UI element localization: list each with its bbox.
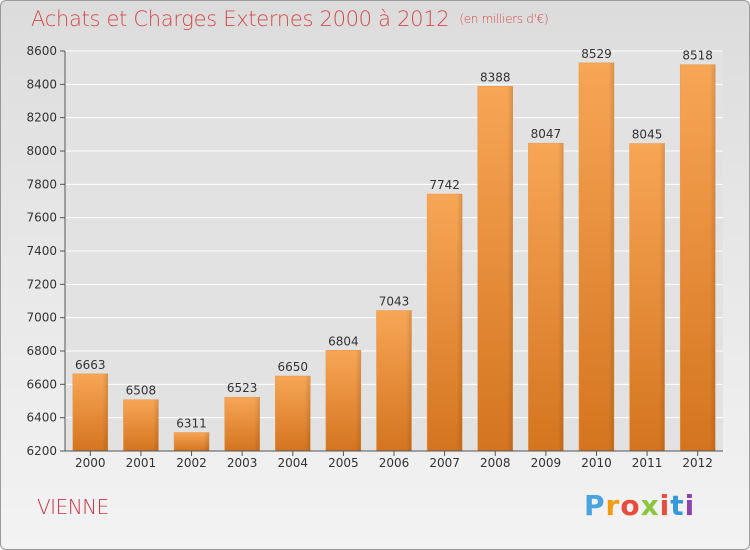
commune-name: VIENNE bbox=[37, 495, 109, 519]
y-tick-label: 7600 bbox=[26, 211, 57, 225]
logo-letter: i bbox=[659, 489, 671, 522]
data-label-2008: 8388 bbox=[480, 70, 511, 84]
x-tick-label-2000: 2000 bbox=[75, 456, 106, 470]
chart-title-text: Achats et Charges Externes 2000 à 2012 bbox=[31, 7, 450, 31]
logo-letter: x bbox=[640, 489, 660, 522]
y-tick-label: 7200 bbox=[26, 277, 57, 291]
data-label-2001: 6508 bbox=[126, 384, 157, 398]
bar-shade-2008 bbox=[477, 86, 513, 451]
bar-shade-2009 bbox=[528, 143, 564, 451]
x-tick-label-2008: 2008 bbox=[480, 456, 511, 470]
logo-letter: P bbox=[584, 489, 606, 522]
x-tick-label-2010: 2010 bbox=[581, 456, 612, 470]
x-tick-label-2012: 2012 bbox=[682, 456, 713, 470]
y-tick-label: 7800 bbox=[26, 177, 57, 191]
data-label-2011: 8045 bbox=[632, 128, 663, 142]
x-tick-label-2011: 2011 bbox=[632, 456, 663, 470]
data-label-2004: 6650 bbox=[277, 360, 308, 374]
chart-title: Achats et Charges Externes 2000 à 2012 (e… bbox=[31, 7, 549, 31]
data-label-2000: 6663 bbox=[75, 358, 106, 372]
y-tick-label: 6400 bbox=[26, 411, 57, 425]
data-label-2010: 8529 bbox=[581, 47, 612, 61]
x-tick-label-2001: 2001 bbox=[126, 456, 157, 470]
bar-shade-2012 bbox=[680, 64, 716, 451]
bars bbox=[72, 62, 716, 452]
logo-letter: r bbox=[605, 489, 621, 522]
data-label-2005: 6804 bbox=[328, 334, 359, 348]
y-tick-label: 7000 bbox=[26, 311, 57, 325]
logo-letter: i bbox=[684, 489, 696, 522]
bar-shade-2006 bbox=[376, 310, 412, 451]
data-label-2012: 8518 bbox=[682, 49, 713, 63]
y-tick-label: 8400 bbox=[26, 77, 57, 91]
y-axis: 6200 6400 6600 6800 7000 7200 7400 7600 7800 8000… bbox=[26, 44, 66, 458]
x-tick-label-2006: 2006 bbox=[379, 456, 410, 470]
y-tick-label: 8600 bbox=[26, 44, 57, 58]
proxiti-logo[interactable]: Proxiti bbox=[584, 489, 695, 522]
data-label-2007: 7742 bbox=[429, 178, 460, 192]
bar-shade-2002 bbox=[174, 432, 210, 451]
x-tick-label-2005: 2005 bbox=[328, 456, 359, 470]
chart-subtitle: (en milliers d'€) bbox=[459, 12, 549, 26]
bar-shade-2007 bbox=[427, 194, 463, 451]
bar-shade-2000 bbox=[72, 373, 108, 451]
x-tick-label-2004: 2004 bbox=[277, 456, 308, 470]
data-label-2009: 8047 bbox=[531, 127, 562, 141]
y-tick-label: 7400 bbox=[26, 244, 57, 258]
data-label-2002: 6311 bbox=[176, 417, 207, 431]
bar-shade-2003 bbox=[224, 397, 260, 451]
logo-letter: o bbox=[620, 489, 641, 522]
bar-shade-2001 bbox=[123, 399, 159, 451]
data-label-2006: 7043 bbox=[379, 295, 410, 309]
data-labels: 6663 6508 6311 6523 6650 6804 7043 7742 8388 8047… bbox=[75, 47, 713, 431]
logo-letter: t bbox=[670, 489, 685, 522]
bar-shade-2004 bbox=[275, 376, 311, 451]
y-tick-label: 6800 bbox=[26, 344, 57, 358]
x-tick-label-2007: 2007 bbox=[429, 456, 460, 470]
bar-shade-2005 bbox=[325, 350, 361, 451]
y-tick-label: 8000 bbox=[26, 144, 57, 158]
y-tick-label: 8200 bbox=[26, 111, 57, 125]
y-tick-label: 6200 bbox=[26, 444, 57, 458]
y-tick-label: 6600 bbox=[26, 377, 57, 391]
data-label-2003: 6523 bbox=[227, 381, 258, 395]
x-tick-label-2002: 2002 bbox=[176, 456, 207, 470]
bar-shade-2010 bbox=[578, 62, 614, 451]
bar-shade-2011 bbox=[629, 143, 665, 451]
x-tick-label-2009: 2009 bbox=[531, 456, 562, 470]
x-tick-label-2003: 2003 bbox=[227, 456, 258, 470]
x-axis: 2000 2001 2002 2003 2004 2005 2006 2007 2008 2009… bbox=[65, 450, 723, 470]
